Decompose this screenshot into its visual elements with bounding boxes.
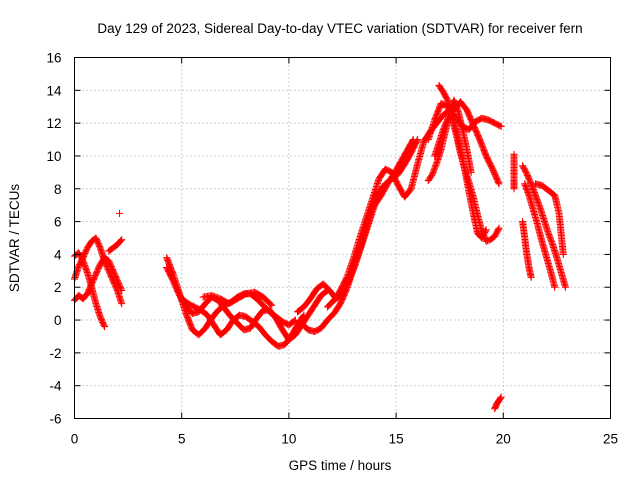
y-tick-label: 8 (54, 182, 62, 197)
data-point (496, 394, 504, 402)
y-tick-label: 14 (46, 83, 62, 98)
data-point (495, 180, 503, 188)
data-point (267, 300, 275, 308)
data-point (118, 287, 126, 295)
y-tick-label: -4 (49, 379, 61, 394)
data-point (551, 283, 559, 291)
axis-ticks: 0 5 10 15 20 25 -6 -4 -2 0 2 4 6 8 10 12 14 16 (46, 51, 618, 447)
data-point (117, 237, 125, 245)
data-point (414, 136, 422, 144)
data-point (467, 168, 475, 176)
data-point (481, 227, 489, 235)
data-point (559, 250, 567, 258)
y-tick-label: 12 (46, 116, 61, 131)
x-tick-label: 20 (496, 432, 511, 447)
y-tick-label: -2 (49, 346, 61, 361)
data-point (413, 137, 421, 145)
data-point (118, 236, 126, 244)
data-point (101, 323, 109, 331)
data-point (299, 312, 307, 320)
data-point (527, 273, 535, 281)
data-point (116, 209, 124, 217)
y-tick-label: 4 (54, 247, 62, 262)
y-tick-label: 10 (46, 149, 61, 164)
x-tick-label: 10 (281, 432, 296, 447)
data-point (100, 321, 108, 329)
data-point (495, 224, 503, 232)
data-point (496, 122, 504, 130)
grid (74, 57, 611, 419)
data-point (482, 226, 490, 234)
y-tick-label: 6 (54, 215, 62, 230)
x-tick-label: 25 (603, 432, 618, 447)
plot-frame (74, 57, 611, 419)
data-point (118, 300, 126, 308)
y-tick-label: 2 (54, 280, 62, 295)
data-point (497, 122, 505, 130)
data-point (117, 285, 125, 293)
y-tick-label: 16 (46, 51, 61, 66)
y-tick-label: 0 (54, 313, 62, 328)
x-tick-label: 0 (71, 432, 79, 447)
data-point (300, 311, 308, 319)
data-point (510, 185, 518, 193)
data-point (561, 283, 569, 291)
x-tick-label: 5 (178, 432, 186, 447)
data-point (497, 393, 505, 401)
data-markers (71, 81, 569, 413)
chart-title: Day 129 of 2023, Sidereal Day-to-day VTE… (97, 21, 582, 36)
x-tick-label: 15 (389, 432, 404, 447)
data-point (494, 226, 502, 234)
y-tick-label: -6 (49, 412, 61, 427)
data-point (494, 179, 502, 187)
x-axis-label: GPS time / hours (289, 458, 392, 473)
y-axis-label: SDTVAR / TECUs (7, 184, 22, 293)
data-point (268, 301, 276, 309)
